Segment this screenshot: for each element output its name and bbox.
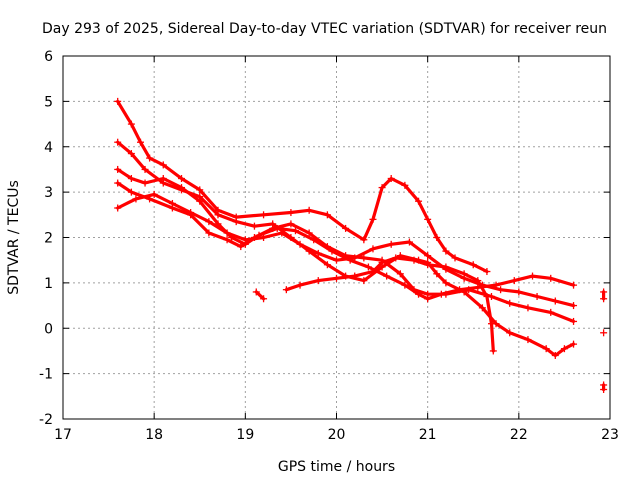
grid [63, 56, 610, 419]
data-point [490, 347, 497, 354]
series-track-7 [253, 288, 267, 302]
data-point [388, 241, 395, 248]
x-tick-label: 23 [601, 427, 619, 443]
x-tick-label: 19 [236, 427, 254, 443]
y-tick-label: 0 [44, 321, 53, 337]
series-line [286, 258, 493, 351]
series-track-2 [114, 139, 577, 359]
x-tick-label: 22 [510, 427, 528, 443]
x-axis-label: GPS time / hours [278, 459, 395, 475]
series-track-3 [114, 166, 577, 302]
data-point [287, 209, 294, 216]
data-point [515, 288, 522, 295]
data-point [529, 273, 536, 280]
series-line [118, 194, 574, 305]
data-point [547, 275, 554, 282]
series-track-5 [114, 191, 577, 309]
y-tick-label: 5 [44, 94, 53, 110]
series-track-4 [114, 180, 577, 325]
data-point [534, 293, 541, 300]
data-point [600, 295, 607, 302]
y-axis-label: SDTVAR / TECUs [6, 180, 22, 295]
data-point [306, 207, 313, 214]
y-tick-label: 1 [44, 276, 53, 292]
data-point [600, 386, 607, 393]
series-track-10 [600, 381, 607, 393]
data-point [511, 277, 518, 284]
y-tick-label: 4 [44, 140, 53, 156]
series-track-6 [283, 254, 497, 354]
data-point [570, 282, 577, 289]
x-tick-label: 20 [328, 427, 346, 443]
data-point [497, 286, 504, 293]
data-point [333, 275, 340, 282]
x-tick-label: 17 [54, 427, 72, 443]
y-tick-label: -2 [39, 412, 53, 428]
data-point [251, 223, 258, 230]
sdtvar-chart: Day 293 of 2025, Sidereal Day-to-day VTE… [0, 0, 640, 480]
x-tick-label: 21 [419, 427, 437, 443]
data-point [315, 277, 322, 284]
data-point [600, 288, 607, 295]
series-track-8 [600, 288, 607, 302]
y-tick-label: 3 [44, 185, 53, 201]
chart-title: Day 293 of 2025, Sidereal Day-to-day VTE… [42, 21, 607, 37]
series-line [256, 292, 263, 299]
data-point [552, 298, 559, 305]
data-point [260, 211, 267, 218]
data-point [524, 304, 531, 311]
data-series [114, 98, 607, 393]
series-track-9 [600, 329, 607, 336]
x-tick-label: 18 [145, 427, 163, 443]
data-point [600, 329, 607, 336]
y-tick-label: 6 [44, 49, 53, 65]
y-tick-label: -1 [39, 367, 53, 383]
y-tick-label: 2 [44, 231, 53, 247]
series-line [118, 142, 574, 355]
data-point [570, 302, 577, 309]
